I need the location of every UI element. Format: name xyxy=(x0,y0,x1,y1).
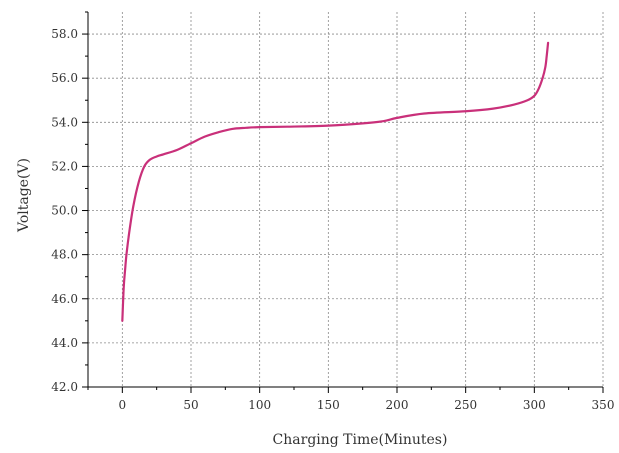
x-tick-label: 300 xyxy=(523,398,546,412)
x-axis-title: Charging Time(Minutes) xyxy=(273,432,448,448)
x-tick-label: 350 xyxy=(592,398,615,412)
voltage-series-line xyxy=(121,41,550,322)
y-tick-label: 46.0 xyxy=(51,292,78,306)
y-tick-label: 44.0 xyxy=(51,336,78,350)
grid-lines xyxy=(88,12,604,387)
x-tick-label: 50 xyxy=(183,398,198,412)
x-tick-label: 250 xyxy=(454,398,477,412)
x-tick-label: 200 xyxy=(386,398,409,412)
x-tick-label: 0 xyxy=(119,398,127,412)
y-tick-label: 48.0 xyxy=(51,248,78,262)
y-tick-label: 50.0 xyxy=(51,204,78,218)
y-tick-label: 56.0 xyxy=(51,71,78,85)
y-tick-label: 58.0 xyxy=(51,27,78,41)
x-tick-label: 150 xyxy=(317,398,340,412)
series-layer xyxy=(121,41,550,322)
x-tick-label: 100 xyxy=(248,398,271,412)
axes: 0 50 100 150 200 250 300 350 42.0 44.0 46.0 48.0 50.… xyxy=(51,11,615,412)
y-tick-label: 52.0 xyxy=(51,159,78,173)
y-axis-title: Voltage(V) xyxy=(16,158,32,233)
y-tick-label: 42.0 xyxy=(51,380,78,394)
y-tick-label: 54.0 xyxy=(51,115,78,129)
